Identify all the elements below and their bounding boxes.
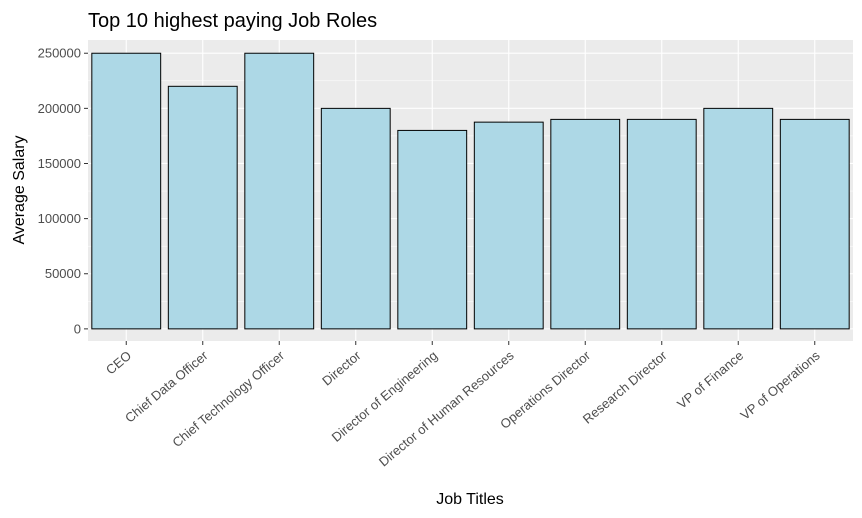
bar <box>703 107 774 330</box>
x-tick-label: Director <box>319 347 364 388</box>
bar <box>626 118 697 330</box>
bar <box>167 85 238 330</box>
chart-title: Top 10 highest paying Job Roles <box>88 10 377 32</box>
bar <box>473 121 544 330</box>
y-tick-label: 200000 <box>38 101 81 116</box>
y-tick-label: 100000 <box>38 211 81 226</box>
x-tick-label: VP of Finance <box>674 348 746 412</box>
y-axis: 0 50000 100000 150000 200000 250000 <box>38 46 88 336</box>
bars <box>91 52 850 330</box>
y-axis-title: Average Salary <box>11 135 28 244</box>
x-axis-title: Job Titles <box>436 491 504 508</box>
x-tick-label: CEO <box>103 348 134 378</box>
bar <box>91 52 162 330</box>
bar <box>320 107 391 330</box>
x-tick-label: Research Director <box>580 347 670 426</box>
bar <box>779 118 850 330</box>
x-tick-label: VP of Operations <box>737 347 823 422</box>
bar <box>397 129 468 330</box>
bar <box>550 118 621 330</box>
y-tick-label: 250000 <box>38 46 81 61</box>
y-tick-label: 0 <box>74 321 81 336</box>
y-tick-label: 50000 <box>45 266 81 281</box>
x-tick-label: Director of Human Resources <box>376 347 517 469</box>
bar <box>244 52 315 330</box>
y-tick-label: 150000 <box>38 156 81 171</box>
